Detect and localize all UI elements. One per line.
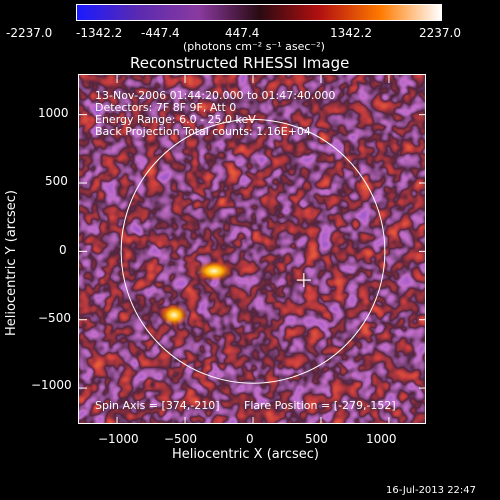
x-tick-labels: −1000 −500 0 500 1000 <box>0 432 500 448</box>
info-method-counts: Back Projection Total counts: 1.16E+04 <box>95 125 311 138</box>
emission-map <box>79 75 425 423</box>
colorbar-tick-label: -2237.0 <box>6 26 53 40</box>
flare-position-label: Flare Position = [-279,-152] <box>244 399 396 412</box>
y-tick-label: −500 <box>38 311 71 325</box>
timestamp: 16-Jul-2013 22:47 <box>386 485 477 496</box>
y-tick-label: 1000 <box>38 106 69 120</box>
hot-source <box>160 304 188 326</box>
colorbar-tick-label: 2237.0 <box>419 26 461 40</box>
y-tick-label: 500 <box>45 174 68 188</box>
colorbar-tick-label: -1342.2 <box>76 26 123 40</box>
rhessi-image <box>79 75 425 423</box>
colorbar-tick-label: 447.4 <box>225 26 260 40</box>
info-time-range: 13-Nov-2006 01:44:20.000 to 01:47:40.000 <box>95 89 336 102</box>
x-tick-label: 1000 <box>366 432 397 446</box>
spin-axis-label: Spin Axis = [374,-210] <box>95 399 220 412</box>
colorbar-tick-label: -447.4 <box>141 26 180 40</box>
solar-limb-circle <box>120 119 386 384</box>
x-axis-title: Heliocentric X (arcsec) <box>172 447 319 462</box>
info-energy-range: Energy Range: 6.0 - 25.0 keV <box>95 113 256 126</box>
colorbar-unit-label: (photons cm⁻² s⁻¹ asec⁻²) <box>183 40 325 53</box>
x-tick-label: 0 <box>246 432 254 446</box>
hot-source <box>196 261 232 281</box>
rhessi-image-plot: 13-Nov-2006 01:44:20.000 to 01:47:40.000… <box>78 74 426 424</box>
x-tick-label: −500 <box>164 432 197 446</box>
plot-title: Reconstructed RHESSI Image <box>130 54 350 72</box>
y-axis-title: Heliocentric Y (arcsec) <box>4 190 19 336</box>
colorbar-tick-label: 1342.2 <box>330 26 372 40</box>
x-tick-label: −1000 <box>98 432 139 446</box>
colorbar-ticks: -2237.0 -1342.2 -447.4 447.4 1342.2 2237… <box>0 26 500 40</box>
y-tick-label: −1000 <box>31 378 72 392</box>
y-tick-labels: 1000 500 0 −500 −1000 <box>0 0 78 500</box>
colorbar <box>76 4 442 21</box>
x-tick-label: 500 <box>305 432 328 446</box>
info-detectors: Detectors: 7F 8F 9F, Att 0 <box>95 101 237 114</box>
y-tick-label: 0 <box>59 243 67 257</box>
